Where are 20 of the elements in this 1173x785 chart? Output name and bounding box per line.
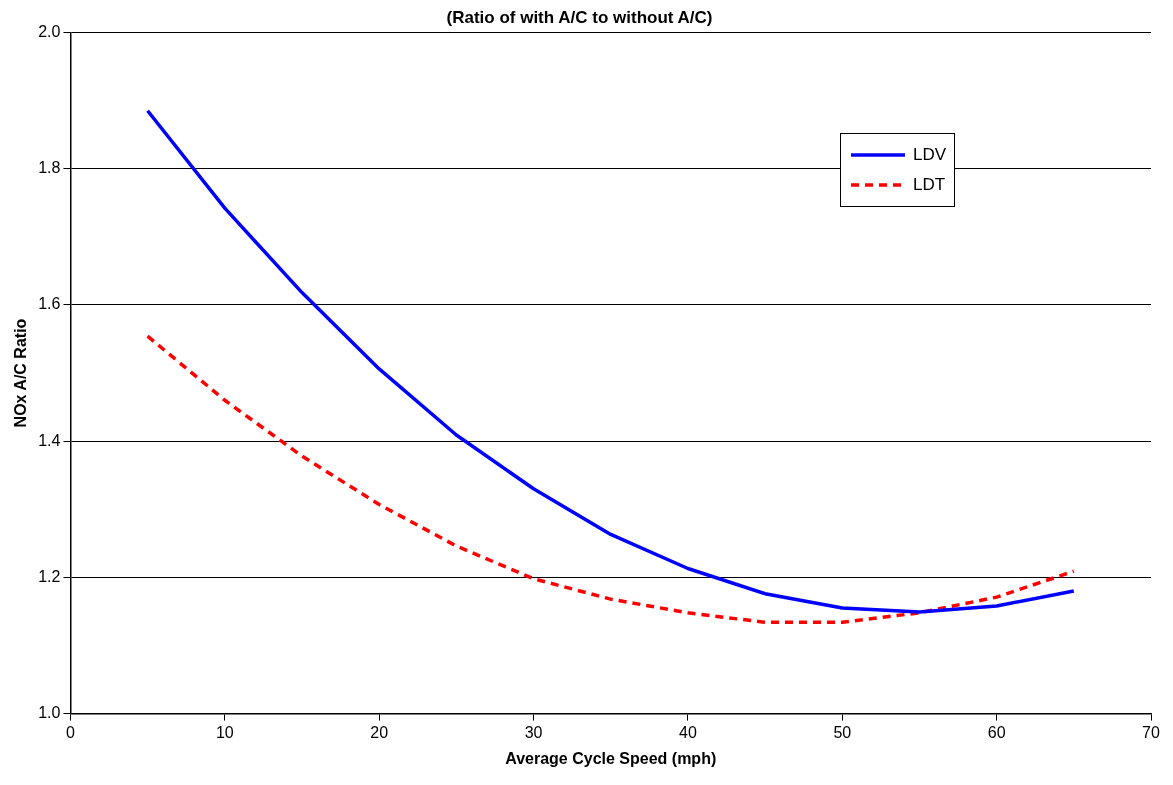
legend-label: LDV bbox=[913, 145, 947, 165]
x-tick-label: 70 bbox=[1142, 723, 1160, 741]
x-axis-title: Average Cycle Speed (mph) bbox=[505, 749, 717, 767]
x-tick-label: 30 bbox=[524, 723, 543, 741]
y-tick-label: 1.6 bbox=[38, 295, 61, 313]
y-tick-label: 1.8 bbox=[38, 159, 61, 177]
line-series bbox=[145, 334, 1076, 625]
x-tick-label: 40 bbox=[679, 723, 697, 741]
y-tick-label: 2.0 bbox=[38, 22, 61, 40]
chart-title: (Ratio of with A/C to without A/C) bbox=[446, 7, 713, 27]
y-tick-label: 1.4 bbox=[38, 431, 61, 449]
x-tick-label: 50 bbox=[833, 723, 852, 741]
x-tick-label: 60 bbox=[987, 723, 1006, 741]
x-tick-label: 0 bbox=[65, 723, 75, 741]
y-tick-label: 1.0 bbox=[38, 704, 61, 722]
y-tick-label: 1.2 bbox=[38, 567, 61, 585]
y-axis-title: NOx A/C Ratio bbox=[12, 318, 30, 428]
x-tick-label: 20 bbox=[370, 723, 389, 741]
x-tick-label: 10 bbox=[215, 723, 234, 741]
legend-label: LDT bbox=[913, 175, 946, 195]
